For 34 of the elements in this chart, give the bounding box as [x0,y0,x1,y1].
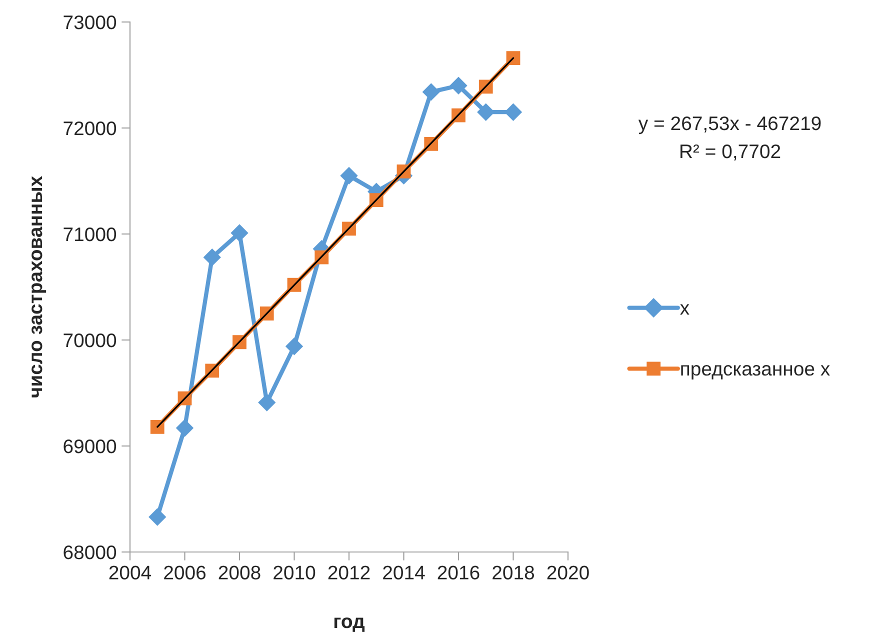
point [450,77,468,94]
x-tick-label: 2004 [109,566,152,580]
x-tick-label: 2010 [274,566,316,580]
point [230,224,248,242]
point [422,83,440,101]
point [148,508,166,526]
legend-label: предсказанное x [681,365,830,380]
x-tick-label: 2006 [164,566,206,580]
y-tick-label: 69000 [64,439,116,454]
point [150,420,164,434]
x-tick-label: 2020 [547,566,589,580]
x-tick-label: 2018 [492,566,534,580]
point [286,338,303,355]
x-tick-label: 2014 [383,566,425,580]
point [258,394,276,412]
x-tick-label: 2012 [328,566,370,580]
y-tick-label: 71000 [64,227,116,242]
text: R² = 0,7702 [680,144,780,161]
point [340,167,358,184]
y-axis-title: число застрахованных [32,176,46,398]
y-tick-label: 73000 [64,15,116,30]
point [506,51,520,65]
point [504,104,522,121]
x-tick-label: 2016 [438,566,480,580]
legend-label: x [680,304,690,315]
x-axis-title: год [334,618,365,632]
y-tick-label: 68000 [64,545,116,560]
text: y = 267,53x - 467219 [638,116,821,134]
y-tick-label: 70000 [64,333,116,348]
point [477,104,494,121]
point [204,248,221,266]
point [176,419,194,437]
x-tick-label: 2008 [218,566,260,580]
y-tick-label: 72000 [64,121,116,136]
